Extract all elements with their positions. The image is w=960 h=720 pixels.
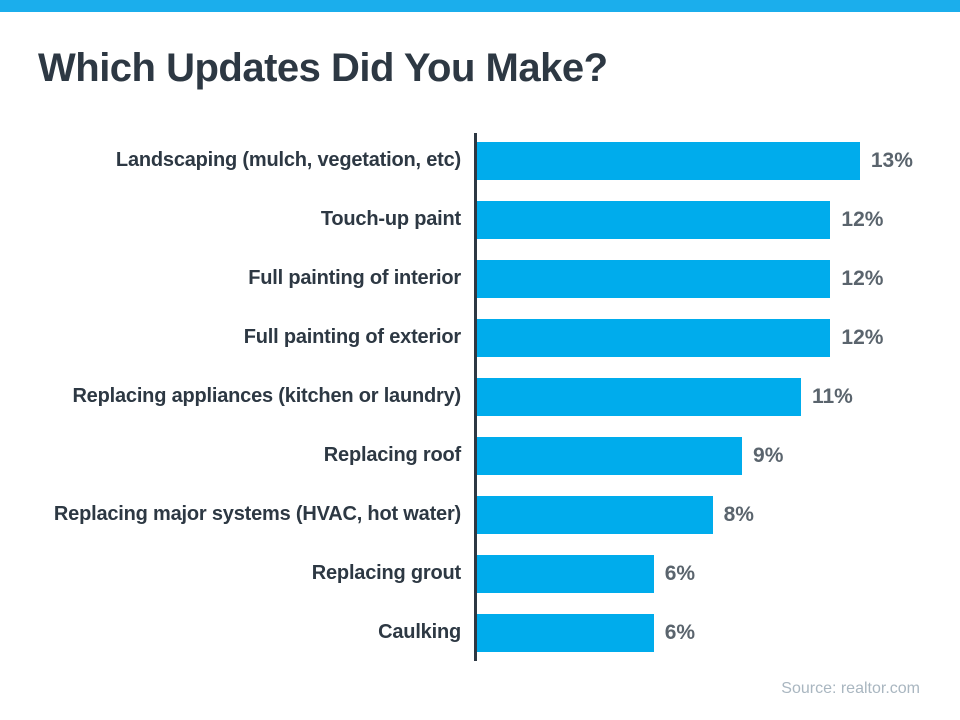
bar-area: 11% bbox=[477, 377, 960, 416]
value-bar bbox=[477, 436, 743, 475]
chart-rows: Landscaping (mulch, vegetation, etc) 13% T… bbox=[0, 131, 960, 662]
chart-row: Landscaping (mulch, vegetation, etc) 13% bbox=[0, 131, 960, 190]
bar-area: 12% bbox=[477, 259, 960, 298]
category-label: Full painting of interior bbox=[248, 267, 461, 289]
bar-area: 13% bbox=[477, 141, 960, 180]
value-bar bbox=[477, 554, 654, 593]
value-bar bbox=[477, 141, 860, 180]
category-label: Replacing grout bbox=[311, 562, 461, 584]
category-label: Full painting of exterior bbox=[243, 326, 461, 348]
axis-line bbox=[474, 133, 477, 661]
category-label: Replacing major systems (HVAC, hot water… bbox=[53, 503, 461, 525]
category-label: Caulking bbox=[378, 621, 461, 643]
value-bar bbox=[477, 495, 713, 534]
value-label: 6% bbox=[664, 561, 696, 585]
chart-row: Touch-up paint 12% bbox=[0, 190, 960, 249]
bar-area: 9% bbox=[477, 436, 960, 475]
category-label: Landscaping (mulch, vegetation, etc) bbox=[115, 149, 461, 171]
value-bar bbox=[477, 259, 831, 298]
top-accent-stripe bbox=[0, 0, 960, 12]
value-label: 12% bbox=[841, 207, 884, 231]
value-bar bbox=[477, 613, 654, 652]
value-bar bbox=[477, 377, 801, 416]
value-label: 12% bbox=[841, 266, 884, 290]
bar-area: 8% bbox=[477, 495, 960, 534]
category-label: Touch-up paint bbox=[320, 208, 461, 230]
chart-row: Replacing appliances (kitchen or laundry… bbox=[0, 367, 960, 426]
bar-area: 12% bbox=[477, 200, 960, 239]
value-label: 11% bbox=[811, 384, 853, 408]
chart-row: Replacing roof 9% bbox=[0, 426, 960, 485]
value-label: 8% bbox=[723, 502, 754, 526]
chart-row: Replacing grout 6% bbox=[0, 544, 960, 603]
chart-row: Full painting of interior 12% bbox=[0, 249, 960, 308]
bar-area: 6% bbox=[477, 554, 960, 593]
bar-chart: Landscaping (mulch, vegetation, etc) 13% T… bbox=[0, 131, 960, 662]
bar-area: 6% bbox=[477, 613, 960, 652]
source-caption: Source: realtor.com bbox=[781, 680, 920, 697]
page-title: Which Updates Did You Make? bbox=[38, 46, 608, 90]
chart-row: Caulking 6% bbox=[0, 603, 960, 662]
value-bar bbox=[477, 200, 831, 239]
bar-area: 12% bbox=[477, 318, 960, 357]
value-label: 12% bbox=[841, 325, 884, 349]
chart-row: Full painting of exterior 12% bbox=[0, 308, 960, 367]
value-label: 6% bbox=[664, 620, 696, 644]
value-label: 9% bbox=[753, 443, 784, 467]
value-bar bbox=[477, 318, 831, 357]
chart-row: Replacing major systems (HVAC, hot water… bbox=[0, 485, 960, 544]
category-label: Replacing appliances (kitchen or laundry… bbox=[72, 385, 461, 407]
category-label: Replacing roof bbox=[323, 444, 461, 466]
value-label: 13% bbox=[870, 148, 913, 172]
